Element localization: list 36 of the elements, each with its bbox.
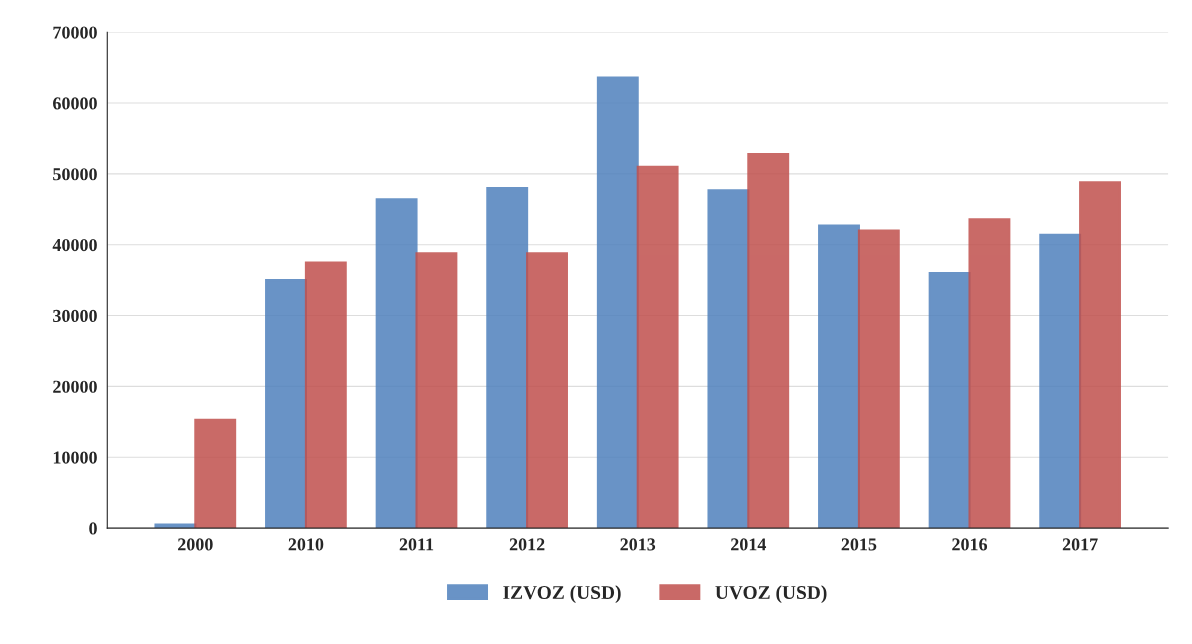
x-tick-label: 2000 bbox=[178, 538, 213, 551]
bar bbox=[526, 252, 568, 529]
x-tick-label: 2013 bbox=[620, 538, 656, 551]
bar bbox=[486, 187, 529, 529]
y-tick-label: 20000 bbox=[53, 380, 97, 393]
x-tick-label: 2010 bbox=[288, 538, 324, 551]
bar bbox=[596, 76, 639, 529]
bar bbox=[194, 418, 237, 529]
x-tick-label: 2016 bbox=[952, 538, 988, 551]
bar bbox=[304, 261, 347, 529]
x-tick-label: 2014 bbox=[731, 538, 767, 551]
bar bbox=[1039, 233, 1082, 529]
x-tick-label: 2011 bbox=[399, 538, 434, 551]
y-tick-label: 60000 bbox=[53, 97, 97, 110]
legend-label: IZVOZ (USD) bbox=[503, 585, 621, 603]
bar bbox=[265, 279, 307, 529]
x-tick-label: 2017 bbox=[1062, 538, 1098, 551]
x-tick-label: 2015 bbox=[841, 538, 877, 551]
bar bbox=[375, 198, 418, 529]
bar bbox=[707, 189, 750, 529]
bar bbox=[928, 272, 971, 529]
y-tick-label: 10000 bbox=[53, 451, 97, 464]
y-tick-label: 50000 bbox=[53, 168, 97, 181]
bar bbox=[1079, 181, 1121, 529]
y-tick-label: 0 bbox=[89, 522, 97, 535]
bar bbox=[857, 229, 900, 529]
bar bbox=[636, 165, 679, 529]
y-tick-label: 30000 bbox=[53, 309, 97, 322]
y-tick-label: 40000 bbox=[52, 238, 97, 252]
bar bbox=[415, 252, 458, 529]
bar bbox=[818, 224, 860, 529]
y-tick-label: 70000 bbox=[53, 26, 97, 39]
legend-label: UVOZ (USD) bbox=[715, 585, 827, 603]
bar bbox=[968, 218, 1011, 529]
x-tick-label: 2012 bbox=[509, 538, 545, 551]
bar bbox=[747, 153, 790, 529]
